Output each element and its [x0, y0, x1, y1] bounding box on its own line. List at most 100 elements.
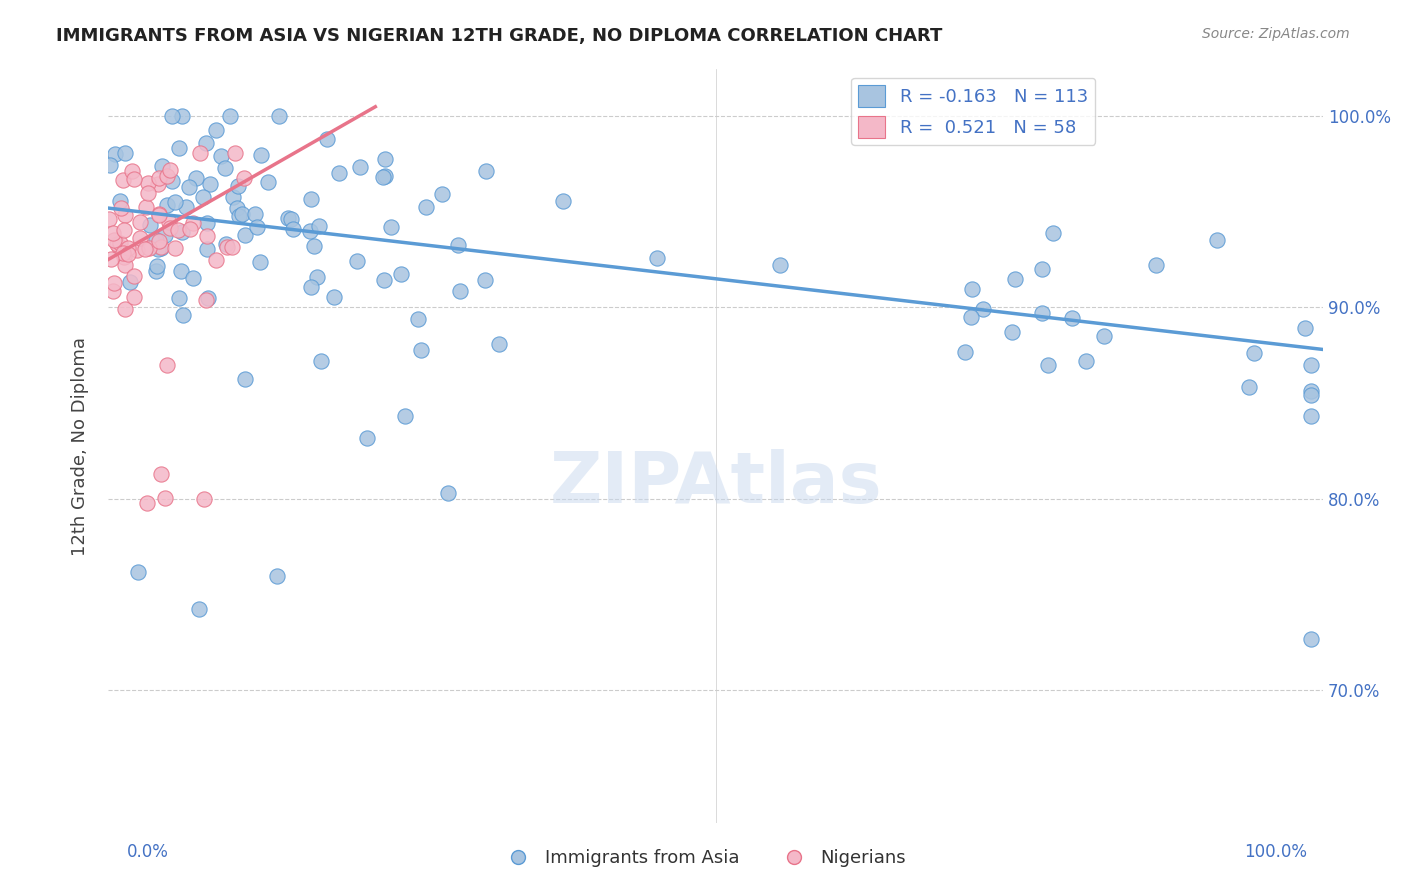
Point	[146, 243, 169, 257]
Point	[1206, 233, 1229, 247]
Point	[103, 276, 125, 290]
Point	[170, 225, 193, 239]
Point	[960, 282, 983, 296]
Point	[145, 233, 167, 247]
Point	[148, 171, 170, 186]
Point	[111, 173, 134, 187]
Point	[122, 268, 145, 283]
Point	[1092, 328, 1115, 343]
Point	[304, 239, 326, 253]
Point	[356, 431, 378, 445]
Point	[117, 247, 139, 261]
Point	[374, 152, 396, 166]
Point	[1299, 388, 1322, 402]
Point	[169, 141, 191, 155]
Point	[1299, 632, 1322, 647]
Point	[488, 337, 510, 351]
Point	[198, 177, 221, 191]
Point	[308, 219, 330, 233]
Point	[436, 486, 458, 500]
Point	[228, 209, 250, 223]
Point	[299, 192, 322, 206]
Point	[349, 160, 371, 174]
Point	[108, 235, 131, 250]
Point	[221, 189, 243, 203]
Point	[114, 208, 136, 222]
Point	[769, 258, 792, 272]
Point	[156, 198, 179, 212]
Point	[136, 176, 159, 190]
Point	[277, 211, 299, 225]
Point	[226, 201, 249, 215]
Point	[160, 109, 183, 123]
Point	[194, 136, 217, 151]
Point	[157, 215, 180, 229]
Point	[172, 308, 194, 322]
Point	[1299, 384, 1322, 399]
Point	[103, 233, 125, 247]
Point	[193, 491, 215, 506]
Point	[167, 291, 190, 305]
Point	[148, 234, 170, 248]
Point	[250, 148, 273, 162]
Point	[148, 207, 170, 221]
Point	[156, 358, 179, 372]
Point	[128, 231, 150, 245]
Point	[415, 200, 437, 214]
Point	[1243, 345, 1265, 359]
Point	[124, 290, 146, 304]
Point	[231, 207, 253, 221]
Point	[177, 180, 200, 194]
Point	[218, 109, 240, 123]
Point	[127, 566, 149, 580]
Point	[165, 242, 187, 256]
Point	[233, 228, 256, 243]
Point	[166, 223, 188, 237]
Point	[179, 222, 201, 236]
Point	[170, 264, 193, 278]
Point	[165, 195, 187, 210]
Point	[394, 409, 416, 423]
Point	[197, 291, 219, 305]
Point	[389, 268, 412, 282]
Point	[153, 227, 176, 242]
Point	[409, 343, 432, 357]
Point	[150, 467, 173, 482]
Point	[122, 172, 145, 186]
Point	[315, 132, 337, 146]
Point	[195, 293, 218, 307]
Point	[972, 301, 994, 316]
Point	[110, 201, 132, 215]
Text: ZIPAtlas: ZIPAtlas	[550, 450, 882, 518]
Point	[103, 284, 125, 298]
Point	[346, 253, 368, 268]
Point	[309, 353, 332, 368]
Point	[1299, 358, 1322, 372]
Point	[1036, 358, 1059, 372]
Point	[246, 219, 269, 234]
Point	[245, 207, 267, 221]
Point	[1031, 261, 1053, 276]
Point	[112, 250, 135, 264]
Point	[195, 242, 218, 256]
Point	[1294, 321, 1316, 335]
Point	[121, 164, 143, 178]
Point	[305, 270, 328, 285]
Point	[1004, 272, 1026, 286]
Point	[1144, 258, 1167, 272]
Point	[955, 344, 977, 359]
Point	[373, 273, 395, 287]
Point	[148, 177, 170, 191]
Point	[149, 239, 172, 253]
Point	[959, 310, 981, 324]
Point	[1074, 354, 1097, 368]
Point	[150, 241, 173, 255]
Point	[406, 312, 429, 326]
Point	[235, 372, 257, 386]
Point	[150, 160, 173, 174]
Point	[447, 238, 470, 252]
Point	[257, 175, 280, 189]
Point	[371, 169, 394, 184]
Point	[159, 220, 181, 235]
Point	[108, 194, 131, 208]
